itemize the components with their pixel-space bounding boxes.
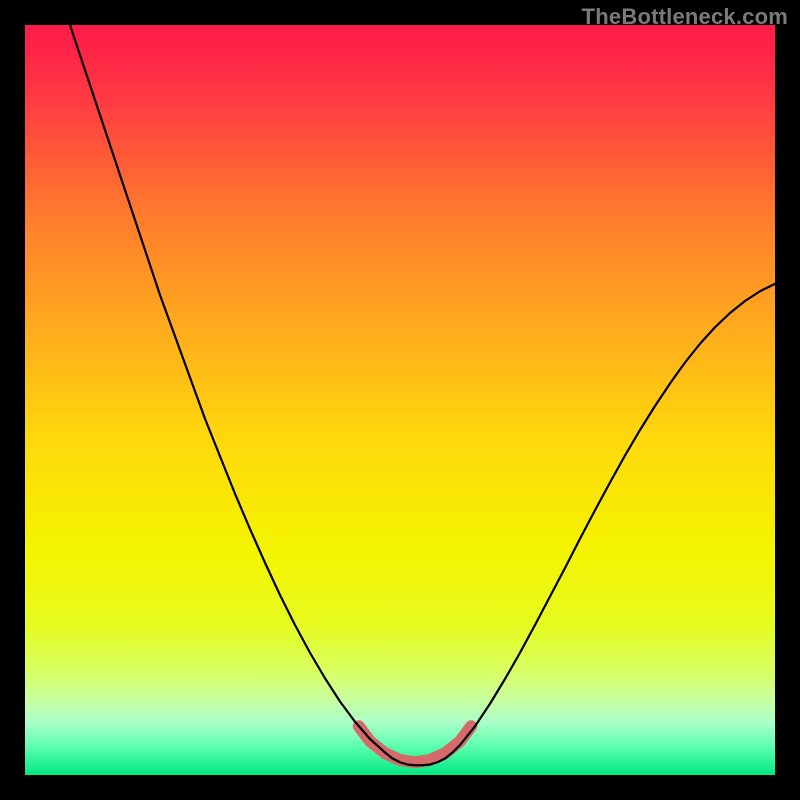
chart-frame: TheBottleneck.com <box>0 0 800 800</box>
gradient-background <box>25 25 775 775</box>
plot-area <box>25 25 775 775</box>
chart-svg <box>25 25 775 775</box>
